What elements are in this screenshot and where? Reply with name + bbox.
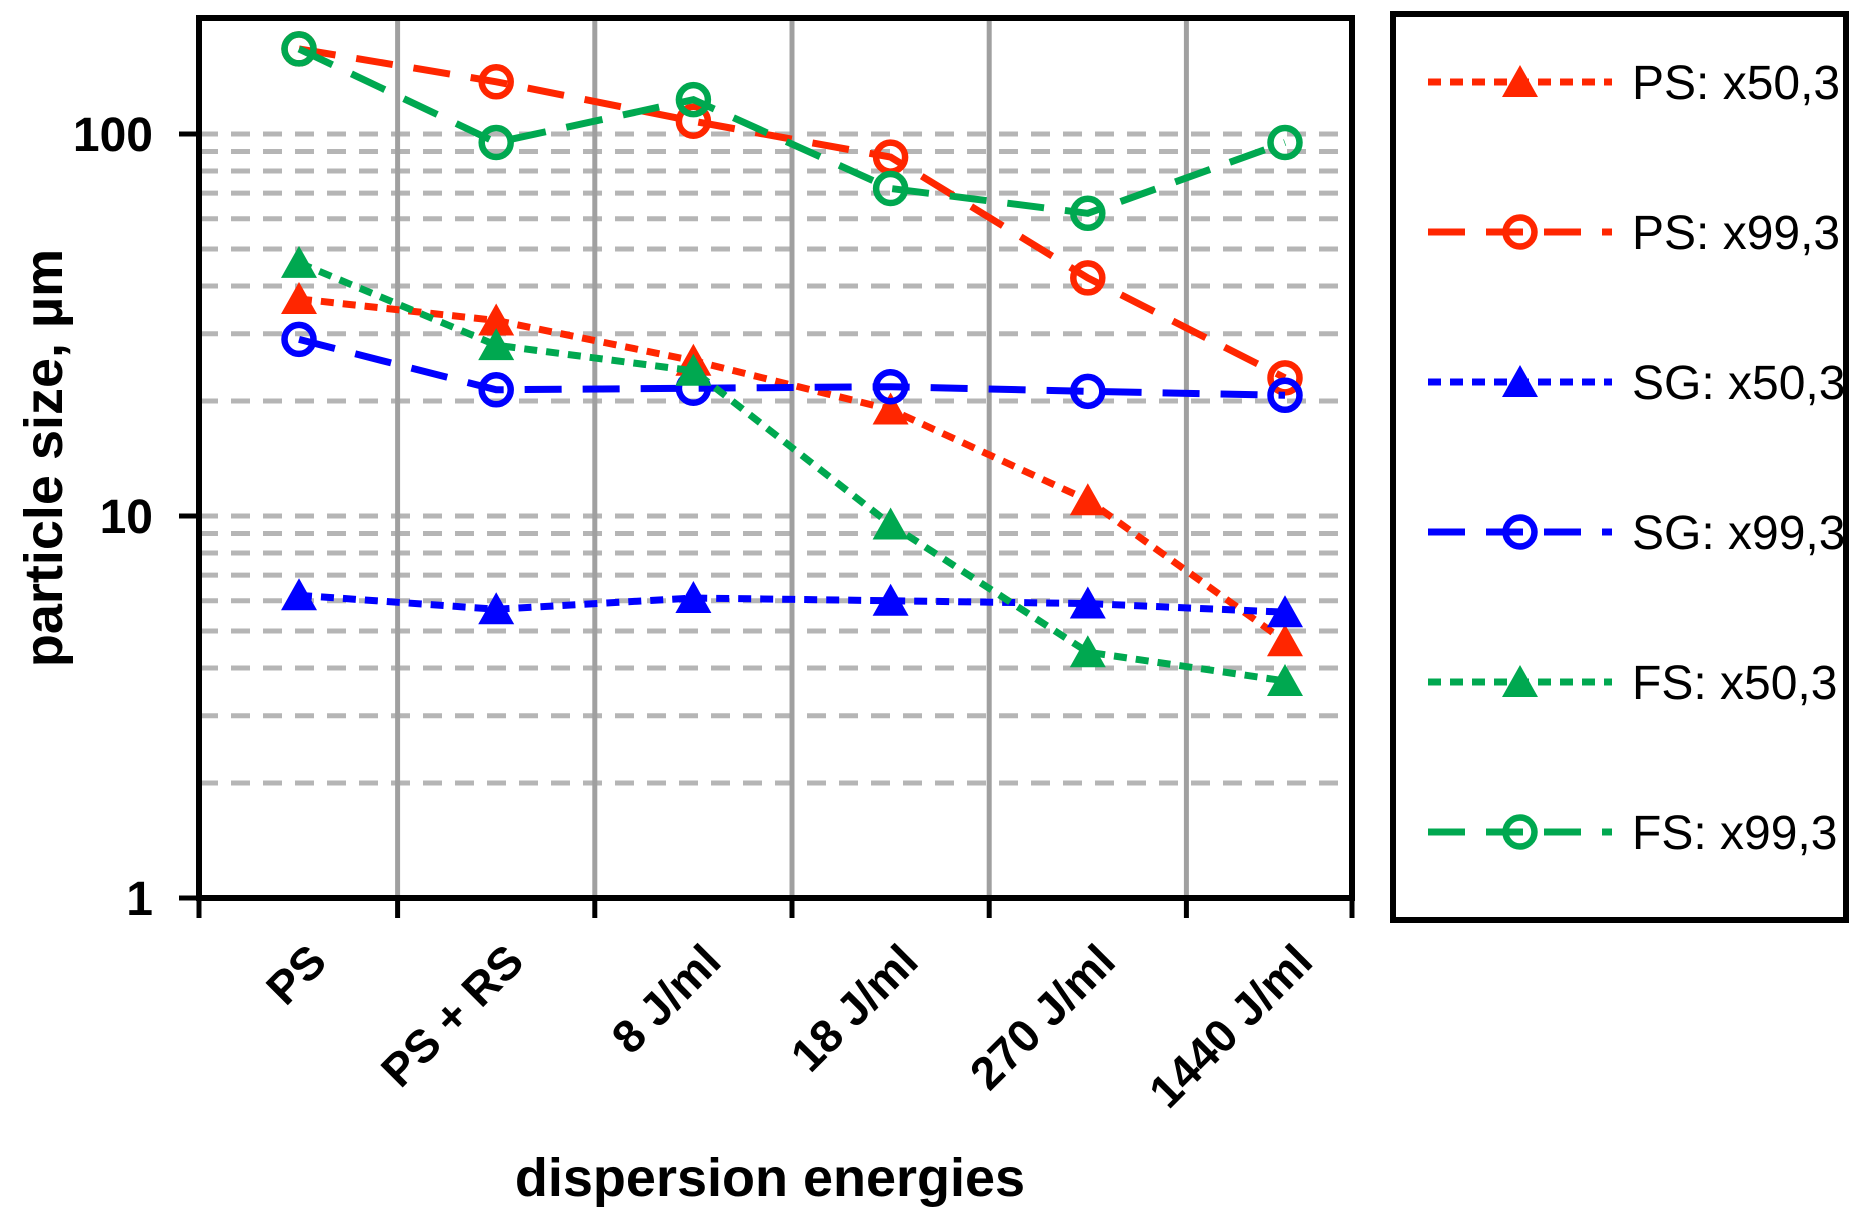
triangle-marker bbox=[1502, 365, 1538, 397]
circle-marker bbox=[281, 31, 317, 67]
triangle-marker bbox=[281, 578, 317, 611]
circle-marker bbox=[1267, 377, 1303, 414]
legend-item-sg-x50-3: SG: x50,3 bbox=[1428, 357, 1845, 410]
triangle-marker bbox=[1502, 65, 1538, 97]
circle-marker bbox=[675, 81, 712, 118]
legend-item-sg-x99-3: SG: x99,3 bbox=[1428, 507, 1845, 560]
triangle-marker bbox=[675, 353, 712, 386]
legend-item-fs-x99-3: FS: x99,3 bbox=[1428, 807, 1837, 860]
legend-item-fs-x50-3: FS: x50,3 bbox=[1428, 657, 1837, 710]
circle-marker bbox=[1070, 195, 1106, 232]
circle-marker bbox=[675, 103, 712, 139]
circle-marker bbox=[478, 64, 514, 100]
series-line bbox=[298, 335, 1286, 399]
legend: PS: x50,3 PS: x99,3 SG: x50,3 SG: x99,3 FS: … bbox=[1390, 11, 1849, 923]
series-line bbox=[298, 295, 1288, 645]
legend-label: FS: x50,3 bbox=[1632, 657, 1837, 710]
legend-label: SG: x50,3 bbox=[1632, 357, 1845, 410]
y-axis-title: particle size, µm bbox=[14, 249, 74, 667]
triangle-marker bbox=[872, 392, 909, 425]
y-tick-label: 100 bbox=[73, 109, 153, 162]
x-category-label-1440-j-ml: 1440 J/ml bbox=[1139, 934, 1322, 1117]
series-line bbox=[297, 259, 1286, 685]
triangle-marker bbox=[1267, 663, 1303, 696]
circle-marker bbox=[1502, 214, 1538, 250]
series-line bbox=[298, 591, 1286, 616]
triangle-marker bbox=[281, 245, 317, 278]
triangle-marker bbox=[281, 281, 317, 314]
x-category-label-ps-rs: PS + RS bbox=[371, 934, 533, 1096]
circle-marker bbox=[1502, 814, 1538, 850]
triangle-marker bbox=[872, 583, 909, 616]
triangle-marker bbox=[1267, 595, 1303, 628]
triangle-marker bbox=[1069, 483, 1106, 516]
circle-marker bbox=[478, 372, 514, 408]
circle-marker bbox=[281, 321, 317, 358]
x-category-label-ps: PS bbox=[256, 934, 336, 1014]
legend-label: PS: x99,3 bbox=[1632, 207, 1840, 260]
legend-label: SG: x99,3 bbox=[1632, 507, 1845, 560]
legend-item-ps-x99-3: PS: x99,3 bbox=[1428, 207, 1840, 260]
series-line bbox=[297, 45, 1287, 217]
triangle-marker bbox=[1502, 665, 1538, 697]
x-category-label-270-j-ml: 270 J/ml bbox=[960, 934, 1125, 1099]
series-layer bbox=[281, 31, 1303, 696]
legend-item-ps-x50-3: PS: x50,3 bbox=[1428, 57, 1840, 110]
triangle-marker bbox=[478, 328, 515, 361]
legend-border bbox=[1390, 11, 1849, 923]
y-tick-label: 1 bbox=[126, 873, 153, 926]
triangle-marker bbox=[1069, 635, 1106, 668]
gridlines bbox=[199, 18, 1352, 898]
triangle-marker bbox=[478, 592, 515, 625]
x-category-label-18-j-ml: 18 J/ml bbox=[781, 934, 928, 1081]
circle-marker bbox=[872, 170, 909, 207]
circle-marker bbox=[1502, 514, 1538, 550]
axes bbox=[179, 15, 1355, 918]
series-fs-x50-3 bbox=[281, 245, 1303, 696]
series-sg-x50-3 bbox=[281, 578, 1303, 628]
plot-border bbox=[196, 15, 1355, 901]
y-tick-label: 10 bbox=[100, 491, 153, 544]
triangle-marker bbox=[478, 303, 515, 336]
circle-marker bbox=[1070, 373, 1106, 410]
triangle-marker bbox=[872, 507, 909, 540]
x-category-label-8-j-ml: 8 J/ml bbox=[601, 934, 730, 1063]
triangle-marker bbox=[675, 581, 712, 614]
circle-marker bbox=[872, 368, 909, 405]
tick-labels: 100 10 1 PS PS + RS 8 J/ml 18 J/ml 270 J/ml 1440… bbox=[73, 109, 1322, 1118]
triangle-marker bbox=[1069, 586, 1106, 619]
circle-marker bbox=[478, 124, 514, 161]
legend-label: PS: x50,3 bbox=[1632, 57, 1840, 110]
x-axis-title: dispersion energies bbox=[515, 1148, 1025, 1208]
circle-marker bbox=[1267, 124, 1303, 161]
circle-marker bbox=[1070, 260, 1106, 296]
legend-label: FS: x99,3 bbox=[1632, 807, 1837, 860]
triangle-marker bbox=[1267, 624, 1303, 657]
series-fs-x99-3 bbox=[281, 31, 1303, 232]
